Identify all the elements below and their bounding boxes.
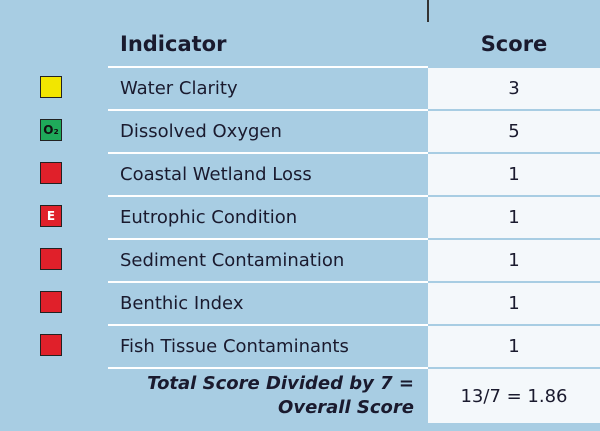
indicator-cell: Sediment Contamination [108,238,428,281]
total-label-line: Overall Score [278,397,414,418]
score-cell: 1 [428,324,600,367]
indicator-icon [40,248,62,270]
score-cell: 1 [428,152,600,195]
score-cell: 1 [428,195,600,238]
indicator-cell: Dissolved Oxygen [108,109,428,152]
indicator-icon: E [40,205,62,227]
score-cell: 1 [428,281,600,324]
indicator-icon [40,291,62,313]
indicator-icon [40,162,62,184]
total-value: 13/7 = 1.86 [428,367,600,423]
indicator-cell: Benthic Index [108,281,428,324]
indicator-cell: Coastal Wetland Loss [108,152,428,195]
indicator-cell: Eutrophic Condition [108,195,428,238]
score-cell: 5 [428,109,600,152]
indicator-icon [40,334,62,356]
indicator-cell: Water Clarity [108,66,428,109]
score-cell: 3 [428,66,600,109]
total-label-line: Total Score Divided by 7 = [147,373,414,394]
indicator-icon: O₂ [40,119,62,141]
header-indicator: Indicator [108,22,428,66]
header-score: Score [428,22,600,66]
indicator-cell: Fish Tissue Contaminants [108,324,428,367]
total-label: Total Score Divided by 7 = Overall Score [108,367,428,423]
score-cell: 1 [428,238,600,281]
indicator-icon [40,76,62,98]
